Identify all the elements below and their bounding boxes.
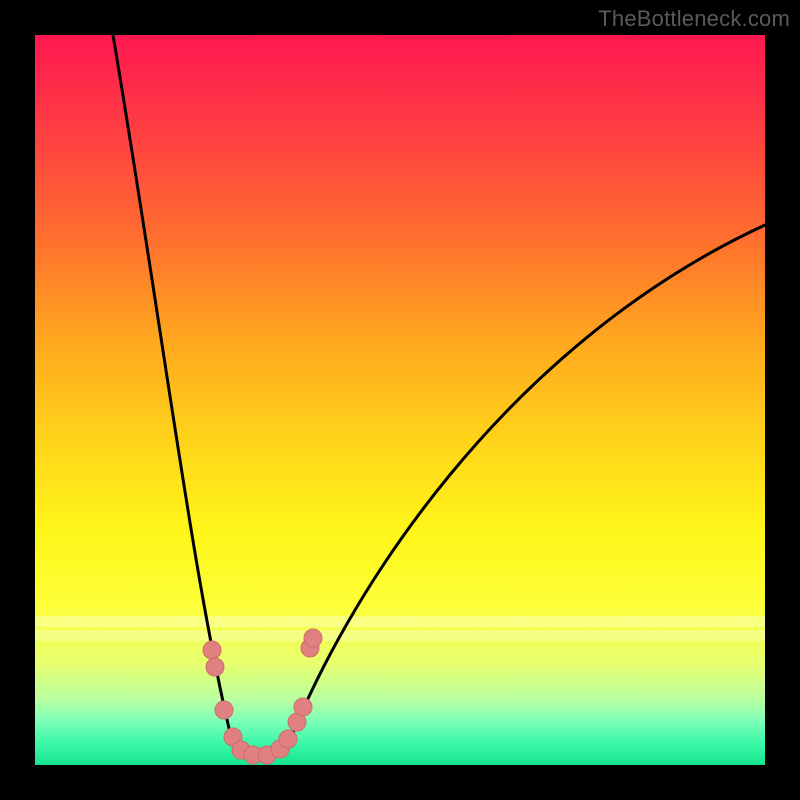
curve-layer [35, 35, 765, 765]
data-marker [294, 698, 312, 716]
data-marker [206, 658, 224, 676]
plot-area [35, 35, 765, 765]
watermark-text: TheBottleneck.com [598, 6, 790, 32]
curve-segment [285, 225, 765, 753]
data-marker [215, 701, 233, 719]
data-marker [203, 641, 221, 659]
data-marker [279, 730, 297, 748]
data-marker [304, 629, 322, 647]
